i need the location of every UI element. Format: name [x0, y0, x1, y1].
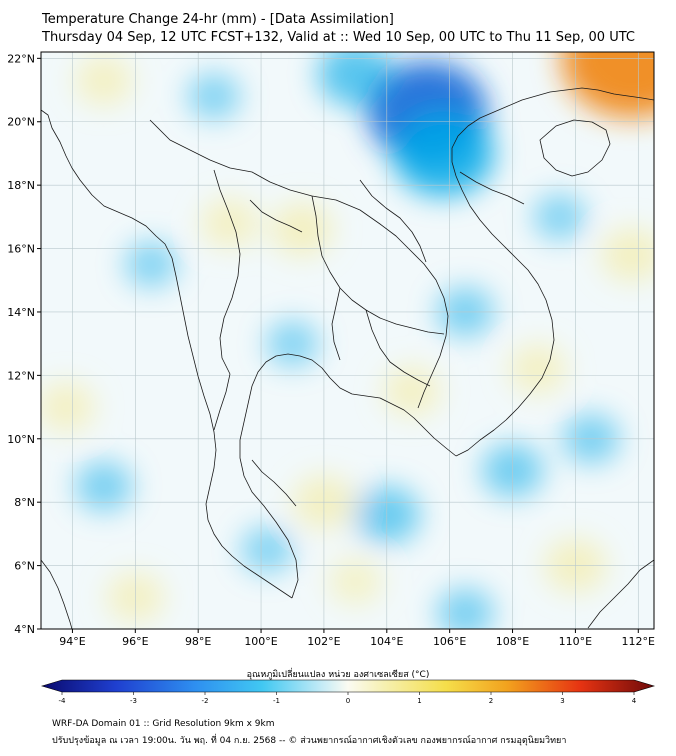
colorbar-tick-label: 0 — [346, 697, 350, 705]
colorbar-scale — [40, 679, 656, 693]
coastlines-borders — [41, 87, 654, 629]
field-anomaly — [392, 110, 495, 197]
lon-tick-label: 98°E — [185, 635, 211, 648]
colorbar-tick-label: -1 — [273, 697, 280, 705]
colorbar-tick-label: -2 — [202, 697, 209, 705]
field-anomaly — [508, 343, 567, 395]
field-anomaly — [533, 193, 587, 241]
footer-update-info: ปรับปรุงข้อมูล ณ เวลา 19:00น. วัน พฤ. ที… — [52, 736, 567, 746]
lon-tick-label: 96°E — [122, 635, 148, 648]
field-anomaly — [187, 72, 241, 120]
colorbar-tick-label: 3 — [560, 697, 564, 705]
field-anomaly — [328, 558, 382, 605]
lon-tick-label: 108°E — [496, 635, 529, 648]
colorbar-ticks: -4 -3 -2 -1 0 1 2 3 4 — [59, 692, 637, 705]
colorbar-label: อุณหภูมิเปลี่ยนแปลง หน่วย องศาเซลเซียส (… — [246, 670, 430, 680]
axis-ticks: 94°E 96°E 98°E 100°E 102°E 104°E 106°E 108°E 110… — [7, 52, 655, 648]
title-line-2: Thursday 04 Sep, 12 UTC FCST+132, Valid … — [42, 30, 635, 45]
lat-tick-label: 20°N — [7, 116, 35, 129]
map-title: Temperature Change 24-hr (mm) - [Data As… — [42, 11, 635, 47]
lon-tick-label: 94°E — [59, 635, 85, 648]
temperature-field — [41, 52, 654, 629]
lat-tick-label: 10°N — [7, 433, 35, 446]
colorbar-tick-label: 2 — [489, 697, 493, 705]
lon-tick-label: 112°E — [622, 635, 655, 648]
field-anomaly — [317, 52, 393, 107]
lon-tick-label: 106°E — [433, 635, 466, 648]
field-anomaly — [601, 227, 654, 282]
lat-tick-label: 14°N — [7, 306, 35, 319]
gridlines — [41, 52, 654, 629]
colorbar-tick-label: -3 — [130, 697, 137, 705]
field-anomaly — [270, 202, 333, 257]
colorbar-tick-label: 1 — [417, 697, 421, 705]
field-anomaly — [561, 52, 654, 118]
lon-tick-label: 102°E — [307, 635, 340, 648]
lat-tick-label: 12°N — [7, 369, 35, 382]
lon-tick-label: 104°E — [370, 635, 403, 648]
footer-domain-info: WRF-DA Domain 01 :: Grid Resolution 9km … — [52, 719, 275, 729]
plot-area — [41, 52, 654, 629]
lon-tick-label: 100°E — [244, 635, 277, 648]
lon-tick-label: 110°E — [559, 635, 592, 648]
field-background — [41, 52, 654, 629]
field-anomaly — [124, 241, 178, 288]
lat-tick-label: 4°N — [14, 623, 35, 636]
lat-tick-label: 16°N — [7, 243, 35, 256]
colorbar-tick-label: 4 — [632, 697, 637, 705]
title-line-1: Temperature Change 24-hr (mm) - [Data As… — [42, 12, 394, 27]
colorbar: -4 -3 -2 -1 0 1 2 3 4 — [40, 679, 656, 705]
lat-tick-label: 8°N — [14, 496, 35, 509]
lat-tick-label: 22°N — [7, 52, 35, 65]
field-anomaly — [436, 587, 495, 629]
field-anomaly — [75, 461, 133, 512]
field-anomaly — [383, 366, 441, 417]
field-anomaly — [200, 197, 259, 249]
colorbar-tick-label: -4 — [59, 697, 67, 705]
lat-tick-label: 18°N — [7, 179, 35, 192]
field-anomaly — [75, 55, 133, 106]
field-anomaly — [41, 381, 95, 433]
plot-frame — [40, 51, 655, 630]
field-anomaly — [240, 526, 294, 574]
lat-tick-label: 6°N — [14, 560, 35, 573]
